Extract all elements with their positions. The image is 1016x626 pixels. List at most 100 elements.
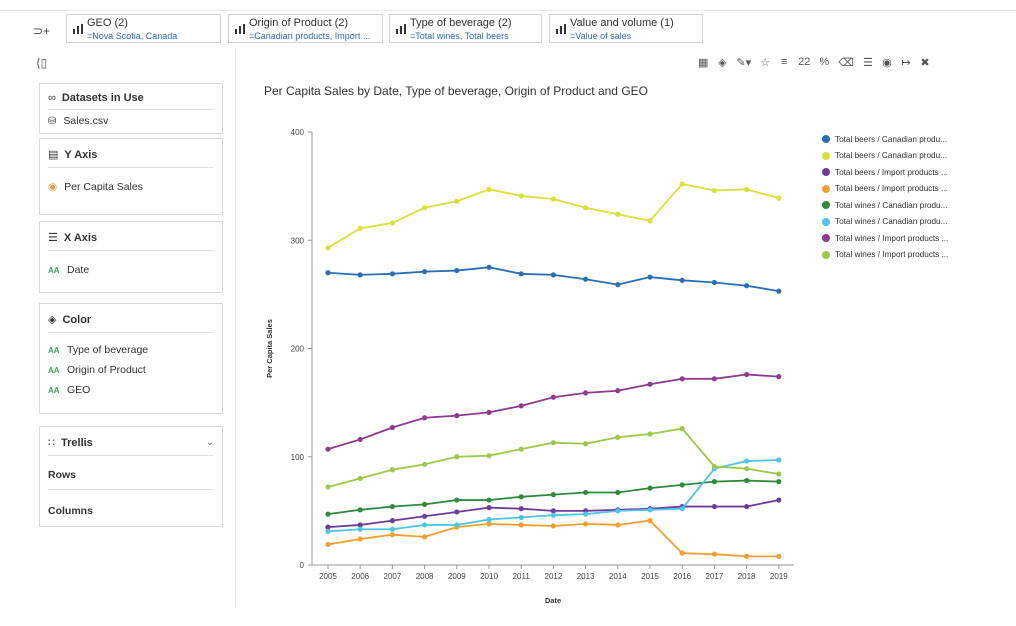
series-line [327,373,779,451]
legend-item[interactable]: Total beers / Canadian produ... [822,148,948,165]
y-axis-panel: ▤ Y Axis ◉ Per Capita Sales [39,138,223,215]
attribute-icon: AA [48,345,60,355]
series-line [327,266,779,293]
paint-bucket-icon[interactable]: ◈ [718,56,727,69]
export-icon[interactable]: ↦ [901,56,911,69]
data-point [486,186,492,192]
legend-item[interactable]: Total beers / Import products ... [822,181,948,198]
link-icon: ∞ [48,92,56,104]
legend-swatch [822,151,830,160]
data-point [325,524,331,530]
data-point [679,277,685,283]
edit-icon[interactable]: ✎▾ [736,56,752,69]
x-tick-label: 2019 [770,572,788,581]
data-point [711,463,718,470]
filter-chip-geo[interactable]: GEO (2) =Nova Scotia, Canada [66,14,221,43]
data-point [550,196,557,202]
color-field[interactable]: AA GEO [48,384,90,396]
data-point [679,426,685,432]
data-point [744,503,750,510]
legend-item[interactable]: Total wines / Import products ... [822,230,948,247]
data-point [325,270,331,276]
data-point [422,522,428,528]
eraser-icon[interactable]: ⌫ [838,56,854,69]
data-point [711,376,718,382]
data-point [325,446,331,452]
data-point [744,283,750,289]
legend-item[interactable]: Total wines / Import products ... [822,247,948,264]
data-point [744,371,750,378]
legend-label: Total wines / Import products ... [835,233,949,243]
field-label: Origin of Product [67,364,146,376]
data-point [744,553,750,559]
data-point [518,522,524,528]
chevron-down-icon[interactable]: ⌄ [205,437,214,448]
data-point [518,506,524,512]
data-point [518,446,524,452]
number-format-icon[interactable]: 22 [798,56,811,68]
data-point [776,471,782,477]
eye-icon[interactable]: ◉ [882,56,892,69]
divider [48,455,214,456]
legend-label: Total beers / Import products ... [835,184,948,194]
data-point [389,271,395,277]
field-label: Type of beverage [67,344,149,356]
y-axis-icon: ▤ [48,149,59,161]
sort-icon[interactable]: ≡ [780,56,788,68]
data-point [776,374,782,380]
filter-chip-beverage[interactable]: Type of beverage (2) =Total wines, Total… [389,14,542,43]
data-point [389,532,395,538]
data-point [776,195,782,201]
filter-label: Type of beverage (2) [410,17,512,29]
filter-value: =Canadian products, Import ... [249,31,371,41]
add-filter-icon[interactable]: ⊃+ [33,24,51,38]
y-axis-measure[interactable]: ◉ Per Capita Sales [48,181,143,193]
data-point [518,271,524,277]
data-point [679,376,685,382]
trellis-rows[interactable]: Rows [48,469,77,481]
collapse-icon[interactable]: ✖ [920,56,930,69]
series-line [327,182,780,249]
x-axis-field[interactable]: AA Date [48,264,89,276]
chart-type-icon[interactable]: ▦ [698,56,709,69]
data-point [518,514,524,520]
attribute-icon: AA [48,265,60,275]
data-point [389,220,395,226]
legend-item[interactable]: Total beers / Canadian produ... [822,131,948,148]
filter-chip-origin[interactable]: Origin of Product (2) =Canadian products… [228,14,383,43]
trellis-columns[interactable]: Columns [48,505,93,517]
data-point [422,415,428,421]
collapse-panel-icon[interactable]: ⟨▯ [36,56,48,70]
filter-chip-value[interactable]: Value and volume (1) =Value of sales [549,14,703,43]
data-point [454,522,460,528]
legend-item[interactable]: Total wines / Canadian produ... [822,214,948,231]
bar-chart-icon [73,24,84,34]
series-line [327,427,779,488]
y-tick-label: 200 [291,345,305,354]
data-point [422,269,428,275]
database-icon: ⛁ [48,115,57,127]
x-tick-label: 2010 [480,572,498,581]
divider [48,109,214,110]
y-tick-label: 0 [300,561,305,570]
data-point [776,288,782,294]
panel-title: ☰ X Axis [48,231,97,245]
align-icon[interactable]: ☰ [863,56,873,69]
percent-icon[interactable]: % [819,56,830,68]
data-point [454,413,460,419]
legend-item[interactable]: Total beers / Import products ... [822,164,948,181]
y-axis-label: Per Capita Sales [265,319,274,378]
legend-item[interactable]: Total wines / Canadian produ... [822,197,948,214]
data-point [647,274,653,280]
color-field[interactable]: AA Origin of Product [48,364,146,376]
data-point [422,205,428,211]
trophy-icon[interactable]: ☆ [760,56,771,69]
dataset-item[interactable]: ⛁ Sales.csv [48,115,108,127]
x-tick-label: 2009 [448,572,466,581]
legend-label: Total wines / Canadian produ... [835,217,948,227]
trellis-title: Trellis [61,436,93,449]
data-point [325,484,331,490]
color-field[interactable]: AA Type of beverage [48,344,148,356]
data-point [550,394,557,400]
data-point [550,508,557,514]
